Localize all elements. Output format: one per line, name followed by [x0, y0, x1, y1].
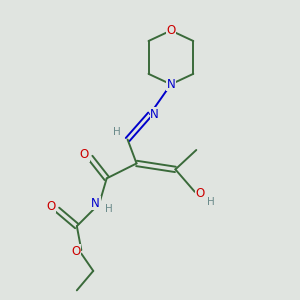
Text: H: H: [113, 127, 121, 137]
Text: O: O: [166, 24, 176, 37]
Text: H: H: [207, 197, 215, 207]
Text: O: O: [80, 148, 89, 161]
Text: N: N: [150, 108, 159, 121]
Text: O: O: [71, 245, 81, 258]
Text: N: N: [91, 197, 100, 210]
Text: O: O: [196, 187, 205, 200]
Text: N: N: [167, 78, 175, 91]
Text: O: O: [46, 200, 56, 213]
Text: H: H: [105, 204, 113, 214]
